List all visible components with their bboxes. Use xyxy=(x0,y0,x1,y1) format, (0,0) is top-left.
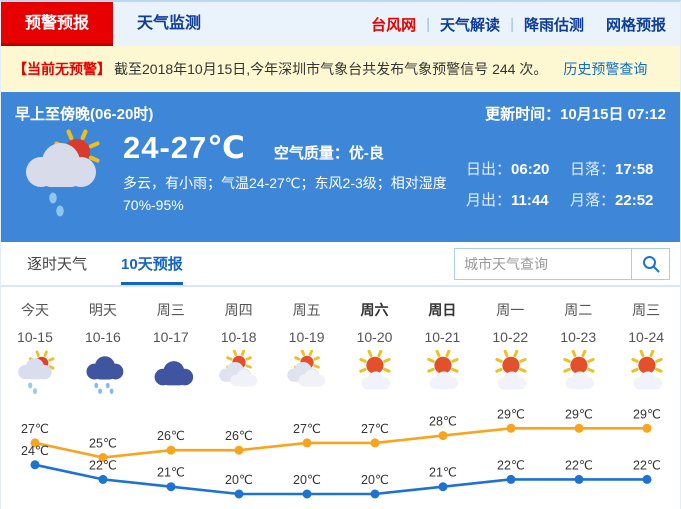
svg-text:21℃: 21℃ xyxy=(157,466,185,480)
date-label: 10-22 xyxy=(492,329,529,345)
update-time: 更新时间：10月15日 07:12 xyxy=(485,106,666,123)
tab-10day-forecast[interactable]: 10天预报 xyxy=(121,242,183,285)
svg-text:25℃: 25℃ xyxy=(89,437,117,451)
search-button[interactable] xyxy=(631,248,669,279)
svg-text:22℃: 22℃ xyxy=(89,458,117,472)
sunny-cloud-icon xyxy=(544,349,612,396)
date-label: 10-18 xyxy=(220,329,257,345)
date-label: 10-24 xyxy=(628,329,665,345)
date-label: 10-17 xyxy=(152,329,189,345)
forecast-day-column: 周四 10-18 xyxy=(205,300,273,396)
svg-text:27℃: 27℃ xyxy=(361,422,389,436)
day-label: 周四 xyxy=(224,302,253,318)
day-label: 周三 xyxy=(156,302,185,318)
svg-text:21℃: 21℃ xyxy=(429,466,457,480)
sun-clouds-icon xyxy=(205,349,273,396)
sun-cloud-rain-icon xyxy=(15,128,111,220)
svg-text:20℃: 20℃ xyxy=(361,473,389,487)
nav-separator: | xyxy=(426,15,431,33)
day-label: 周五 xyxy=(292,302,321,318)
astro-item: 月出：11:44 xyxy=(466,192,549,209)
rain-icon xyxy=(69,350,137,396)
period-title: 早上至傍晚(06-20时) xyxy=(15,106,154,123)
sunny-cloud-icon xyxy=(341,349,409,396)
top-nav: 预警预报 天气监测 台风网 | 天气解读 | 降雨估测 网格预报 xyxy=(1,2,680,46)
forecast-day-column: 周五 10-19 xyxy=(273,300,341,396)
astro-item: 日出：06:20 xyxy=(466,161,550,178)
history-warning-link[interactable]: 历史预警查询 xyxy=(563,61,648,77)
forecast-day-column: 周六 10-20 xyxy=(341,300,409,396)
search-icon xyxy=(642,255,659,272)
day-label: 周六 xyxy=(360,302,389,318)
day-label: 周三 xyxy=(632,302,661,318)
forecast-day-column: 周三 10-24 xyxy=(612,300,680,396)
day-label: 周日 xyxy=(428,302,457,318)
sun-moon-times: 日出：06:20 日落：17:58 月出：11:44 月落：22:52 xyxy=(466,158,666,210)
weather-description: 多云，有小雨；气温24-27℃；东风2-3级；相对湿度70%-95% xyxy=(123,175,447,213)
temp-range: 24-27℃ xyxy=(123,130,246,165)
svg-text:20℃: 20℃ xyxy=(293,473,321,487)
svg-text:26℃: 26℃ xyxy=(157,429,185,443)
sunny-cloud-icon xyxy=(612,349,680,396)
nav-link[interactable]: 网格预报 xyxy=(605,16,666,34)
date-label: 10-19 xyxy=(288,329,325,345)
ten-day-forecast: 今天 10-15 明天 10-16 周三 10-17 周四 10-18 周五 10-19 周六 10-… xyxy=(1,287,680,396)
astro-item: 月落：22:52 xyxy=(570,192,654,209)
city-search-box xyxy=(454,247,670,280)
svg-text:29℃: 29℃ xyxy=(565,407,593,421)
nav-separator: | xyxy=(510,15,514,33)
nav-link[interactable]: 降雨估测 xyxy=(523,16,584,34)
nav-link[interactable]: 台风网 xyxy=(371,16,417,34)
sun-clouds-icon xyxy=(273,349,341,396)
forecast-day-column: 今天 10-15 xyxy=(1,300,69,396)
forecast-day-column: 周二 10-23 xyxy=(544,300,612,396)
tab-warning-forecast[interactable]: 预警预报 xyxy=(1,2,114,46)
date-label: 10-21 xyxy=(424,329,461,345)
forecast-tab-bar: 逐时天气 10天预报 xyxy=(1,242,680,287)
sunny-cloud-icon xyxy=(476,349,544,396)
air-quality: 空气质量：优-良 xyxy=(273,145,384,162)
day-label: 明天 xyxy=(88,302,117,318)
date-label: 10-15 xyxy=(17,329,53,345)
day-label: 今天 xyxy=(20,302,49,318)
sun-cloud-rain-icon xyxy=(1,350,69,396)
temperature-trend-chart: 27℃ 25℃ 26℃ 26℃ 27℃ 27℃ 28℃ 29℃ 29℃ 29℃ 24℃ 22℃ 21℃ 2… xyxy=(21,407,661,499)
tab-hourly-weather[interactable]: 逐时天气 xyxy=(27,256,88,273)
alert-bar: 【当前无预警】 截至2018年10月15日,今年深圳市气象台共发布气象预警信号 … xyxy=(1,46,680,92)
overcast-icon xyxy=(137,350,205,396)
svg-text:22℃: 22℃ xyxy=(497,458,525,472)
forecast-day-column: 周三 10-17 xyxy=(137,300,205,396)
nav-link[interactable]: 天气解读 xyxy=(440,16,501,34)
svg-text:28℃: 28℃ xyxy=(429,415,457,429)
tab-weather-monitoring[interactable]: 天气监测 xyxy=(137,15,202,32)
date-label: 10-20 xyxy=(356,329,393,345)
svg-text:29℃: 29℃ xyxy=(633,407,661,421)
nav-links: 台风网 | 天气解读 | 降雨估测 网格预报 xyxy=(371,2,680,46)
astro-item: 日落：17:58 xyxy=(570,161,654,178)
svg-text:22℃: 22℃ xyxy=(565,458,593,472)
alert-text: 截至2018年10月15日,今年深圳市气象台共发布气象预警信号 244 次。 xyxy=(114,61,548,77)
svg-text:24℃: 24℃ xyxy=(21,444,49,458)
day-label: 周二 xyxy=(564,302,593,318)
svg-text:22℃: 22℃ xyxy=(633,458,661,472)
sunny-cloud-icon xyxy=(408,349,476,396)
forecast-day-column: 明天 10-16 xyxy=(69,300,137,396)
forecast-day-column: 周日 10-21 xyxy=(408,300,476,396)
svg-text:27℃: 27℃ xyxy=(21,422,49,436)
forecast-day-column: 周一 10-22 xyxy=(476,300,544,396)
svg-text:20℃: 20℃ xyxy=(225,473,253,487)
current-conditions-panel: 早上至傍晚(06-20时) 更新时间：10月15日 07:12 24-27℃ 空… xyxy=(1,92,680,242)
svg-text:29℃: 29℃ xyxy=(497,407,525,421)
no-warning-badge: 【当前无预警】 xyxy=(13,61,111,77)
day-label: 周一 xyxy=(496,302,525,318)
svg-text:27℃: 27℃ xyxy=(293,422,321,436)
city-search-input[interactable] xyxy=(455,248,631,279)
date-label: 10-23 xyxy=(560,329,597,345)
date-label: 10-16 xyxy=(84,329,121,345)
svg-text:26℃: 26℃ xyxy=(225,429,253,443)
